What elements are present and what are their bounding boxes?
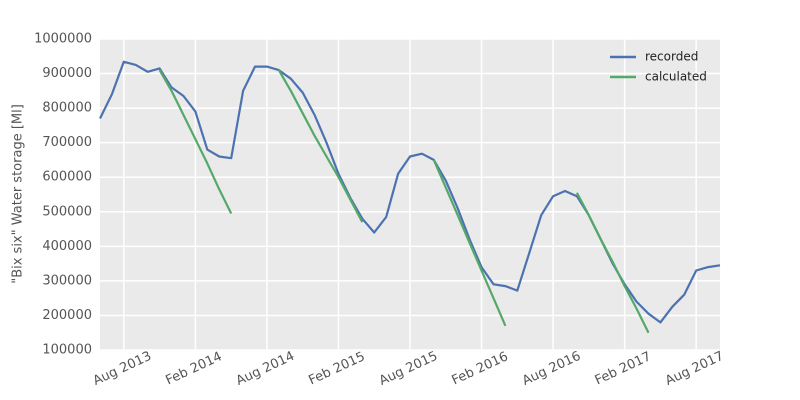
y-tick-label: 200000: [42, 308, 92, 323]
y-tick-label: 500000: [42, 204, 92, 219]
legend-label: recorded: [645, 50, 698, 64]
y-tick-label: 600000: [42, 170, 92, 185]
series-line: [158, 69, 650, 334]
x-tick-label: Aug 2014: [234, 349, 297, 389]
x-tick-label: Aug 2016: [520, 349, 583, 389]
x-tick-label: Aug 2013: [91, 349, 154, 389]
y-tick-label: 700000: [42, 135, 92, 150]
y-axis-label: "Bix six" Water storage [Ml]: [11, 104, 26, 284]
y-tick-label: 1000000: [34, 32, 92, 47]
legend-label: calculated: [645, 70, 707, 84]
x-tick-label: Feb 2017: [593, 349, 654, 388]
x-tick-label: Feb 2014: [163, 349, 224, 388]
y-tick-label: 100000: [42, 343, 92, 358]
x-tick-label: Aug 2017: [663, 349, 726, 389]
y-tick-label: 300000: [42, 273, 92, 288]
y-tick-label: 800000: [42, 101, 92, 116]
x-tick-label: Feb 2016: [450, 349, 511, 388]
y-tick-label: 900000: [42, 66, 92, 81]
x-tick-label: Feb 2015: [307, 349, 368, 388]
y-tick-label: 400000: [42, 239, 92, 254]
x-tick-label: Aug 2015: [377, 349, 440, 389]
